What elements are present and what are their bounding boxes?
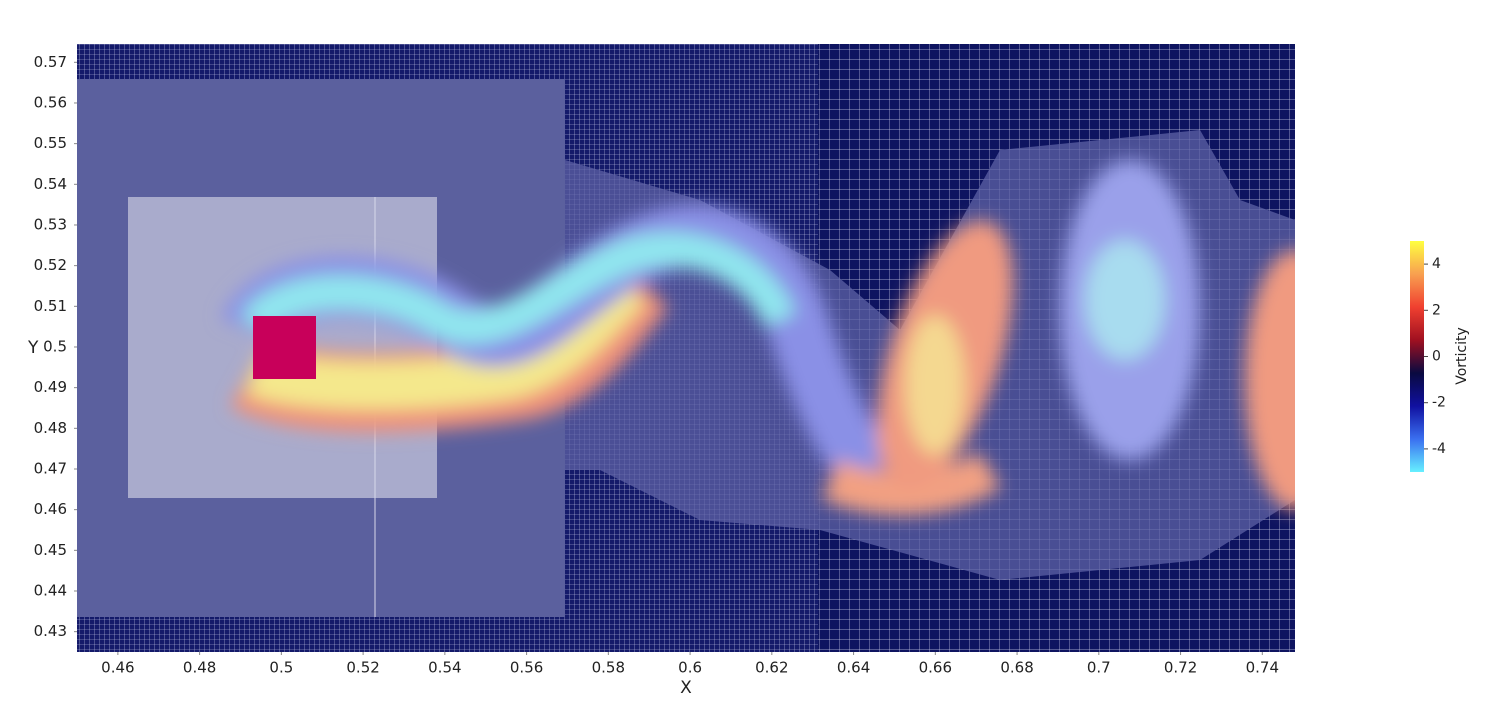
x-tick-label: 0.6	[678, 659, 702, 677]
obstacle	[253, 316, 316, 379]
x-tick-label: 0.7	[1087, 659, 1111, 677]
x-tick-label: 0.5	[269, 659, 293, 677]
x-tick-label: 0.48	[183, 659, 216, 677]
colorbar-tick-label: 0	[1432, 349, 1441, 365]
x-tick-label: 0.46	[101, 659, 134, 677]
y-tick-label: 0.51	[34, 297, 67, 315]
y-tick-label: 0.56	[34, 93, 67, 111]
x-axis-label: X	[680, 678, 692, 698]
vortex	[905, 315, 965, 455]
shear-layer	[240, 232, 796, 345]
y-tick-label: 0.5	[43, 337, 67, 355]
y-tick-label: 0.57	[34, 53, 67, 71]
y-tick-label: 0.43	[34, 622, 67, 640]
y-tick-label: 0.48	[34, 419, 67, 437]
x-tick-label: 0.66	[919, 659, 952, 677]
colorbar-tick-label: 4	[1432, 256, 1441, 272]
y-tick-label: 0.45	[34, 541, 67, 559]
vortex-street	[221, 160, 1295, 515]
x-tick-label: 0.58	[592, 659, 625, 677]
vortex	[1245, 250, 1295, 510]
vorticity-field	[77, 44, 1295, 652]
y-tick-label: 0.46	[34, 500, 67, 518]
x-tick-label: 0.72	[1164, 659, 1197, 677]
x-tick-label: 0.74	[1246, 659, 1279, 677]
x-tick-label: 0.64	[837, 659, 870, 677]
shear-layer	[246, 265, 646, 410]
axes: 0.46 0.48 0.5 0.52 0.54 0.56 0.58 0.6 0.62 0.64 0.…	[27, 53, 1279, 698]
x-tick-label: 0.54	[428, 659, 461, 677]
x-tick-label: 0.52	[346, 659, 379, 677]
x-tick-label: 0.68	[1000, 659, 1033, 677]
colorbar-title: Vorticity	[1454, 327, 1470, 385]
y-tick-label: 0.55	[34, 134, 67, 152]
x-tick-label: 0.62	[755, 659, 788, 677]
y-tick-label: 0.47	[34, 459, 67, 477]
y-tick-label: 0.53	[34, 215, 67, 233]
x-tick-label: 0.56	[510, 659, 543, 677]
y-tick-label: 0.52	[34, 256, 67, 274]
shear-layer	[822, 451, 1001, 515]
colorbar-tick-label: -2	[1432, 395, 1446, 411]
y-tick-label: 0.44	[34, 581, 67, 599]
y-tick-label: 0.54	[34, 175, 67, 193]
vortex	[1085, 240, 1165, 360]
y-tick-label: 0.49	[34, 378, 67, 396]
y-axis-label: Y	[27, 338, 39, 358]
colorbar-tick-label: -4	[1432, 441, 1446, 457]
colorbar	[1410, 241, 1424, 472]
colorbar-tick-label: 2	[1432, 302, 1441, 318]
